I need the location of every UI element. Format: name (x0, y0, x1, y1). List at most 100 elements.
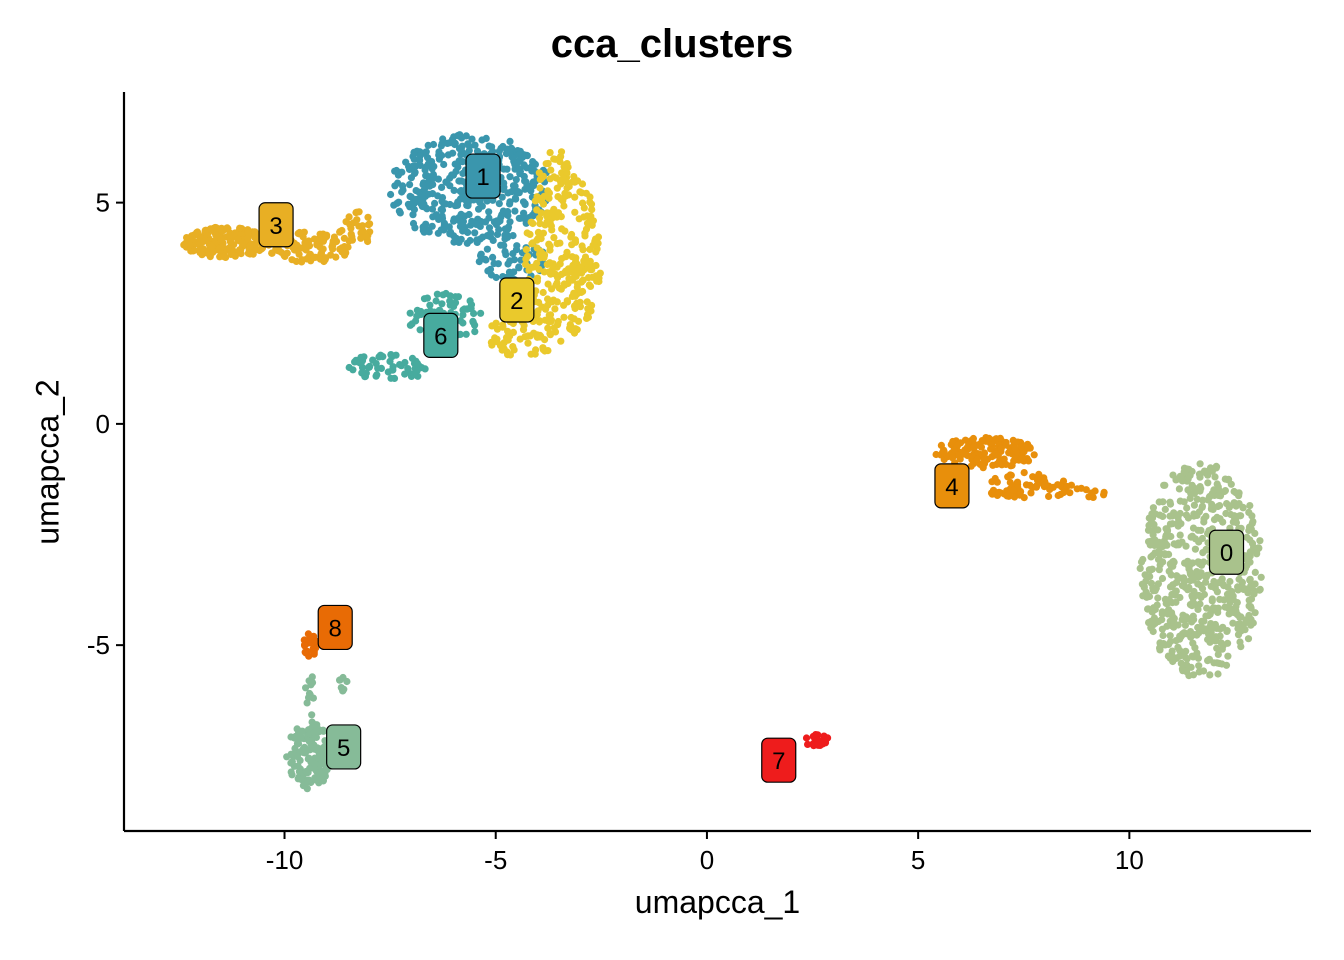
cluster-1-point (459, 158, 467, 166)
cluster-0-point (1208, 503, 1216, 511)
cluster-1-point (455, 177, 464, 185)
cluster-3-point (244, 234, 252, 243)
cluster-0-point (1178, 477, 1186, 485)
cluster-0-point (1149, 504, 1157, 512)
cluster-1-point (500, 241, 508, 249)
cluster-1-point (446, 230, 454, 238)
cluster-1-point (410, 206, 418, 214)
cluster-0-point (1216, 625, 1224, 633)
cluster-3-point (227, 249, 235, 257)
cluster-3-point (219, 252, 227, 261)
cluster-1-point (429, 140, 438, 149)
cluster-3-point (218, 227, 226, 235)
cluster-3-point (189, 247, 197, 255)
cluster-2-point (560, 280, 568, 288)
cluster-2-point (566, 325, 574, 333)
cluster-4-point (1006, 478, 1014, 487)
cluster-0-point (1256, 537, 1264, 545)
cluster-0-point (1196, 600, 1204, 608)
cluster-6-point (389, 366, 397, 374)
cluster-0-point (1166, 654, 1174, 662)
cluster-1-point (515, 263, 523, 271)
cluster-0-point (1159, 558, 1167, 566)
cluster-0-point (1223, 500, 1231, 508)
cluster-0-point (1176, 635, 1184, 643)
cluster-4-point (980, 456, 988, 464)
cluster-2-point (551, 305, 559, 313)
cluster-1-point (429, 190, 437, 198)
cluster-3-point (188, 232, 196, 240)
cluster-2-point (571, 208, 579, 216)
cluster-2-point (567, 233, 575, 241)
cluster-1-point (431, 199, 439, 207)
cluster-6-point (345, 363, 353, 372)
cluster-2-point (522, 246, 531, 254)
cluster-7-point (821, 738, 830, 746)
cluster-4-point (970, 443, 978, 451)
cluster-0-point (1155, 547, 1163, 555)
cluster-0-point (1167, 532, 1175, 541)
cluster-7-point (802, 734, 811, 742)
cluster-0-point (1196, 460, 1204, 468)
cluster-1-point (509, 250, 517, 258)
cluster-2-point (542, 305, 550, 313)
cluster-0-point (1245, 508, 1253, 516)
cluster-0-point (1206, 671, 1214, 679)
cluster-1-point (516, 214, 525, 222)
cluster-0-point (1195, 668, 1203, 676)
cluster-0-point (1233, 611, 1242, 619)
y-tick-label: 0 (96, 409, 110, 439)
cluster-1-point (473, 147, 482, 155)
cluster-0-point (1182, 647, 1190, 655)
cluster-2-point (533, 277, 542, 285)
cluster-1-point (484, 267, 492, 275)
cluster-2-point (592, 261, 600, 270)
cluster-0-point (1181, 559, 1189, 567)
cluster-0-point (1246, 576, 1254, 584)
cluster-0-point (1198, 624, 1206, 632)
cluster-0-point (1205, 630, 1213, 638)
cluster-0-point (1244, 635, 1253, 643)
cluster-1-point (410, 155, 418, 163)
cluster-3-point (223, 224, 231, 232)
cluster-4-point (948, 454, 957, 462)
cluster-0-point (1212, 464, 1220, 472)
cluster-5-point (300, 743, 309, 751)
cluster-4-point (978, 461, 987, 469)
cluster-0-point (1147, 566, 1155, 574)
cluster-0-point (1198, 561, 1206, 569)
cluster-3-point (321, 256, 329, 264)
cluster-2-point (523, 229, 531, 237)
cluster-0-point (1207, 582, 1215, 591)
cluster-4-point (973, 455, 981, 463)
cluster-0-point (1167, 571, 1175, 579)
cluster-1-point (530, 182, 538, 190)
cluster-0-point (1197, 485, 1205, 493)
cluster-1-point (449, 149, 457, 157)
cluster-0-point (1149, 584, 1157, 592)
cluster-0-point (1147, 624, 1155, 632)
cluster-1-point (391, 182, 399, 190)
cluster-5-point (339, 673, 347, 682)
cluster-2-point (546, 311, 555, 319)
cluster-3-point (231, 229, 239, 237)
cluster-1-point (457, 210, 465, 218)
cluster-1-point (449, 171, 457, 179)
cluster-1-point (509, 154, 517, 163)
cluster-2-point (545, 189, 554, 197)
cluster-4-point (950, 446, 958, 454)
cluster-0-point (1200, 590, 1208, 599)
cluster-1-point (521, 185, 529, 193)
cluster-6-point (467, 301, 476, 309)
cluster-2-point (547, 317, 555, 325)
cluster-4-point (1020, 469, 1028, 477)
cluster-0-point (1136, 564, 1144, 573)
cluster-0-point (1216, 595, 1224, 604)
cluster-4-point (1009, 486, 1018, 494)
cluster-3-point (355, 222, 363, 230)
cluster-0-point (1155, 498, 1163, 506)
cluster-3-point (209, 248, 217, 256)
cluster-3-point (292, 257, 300, 265)
